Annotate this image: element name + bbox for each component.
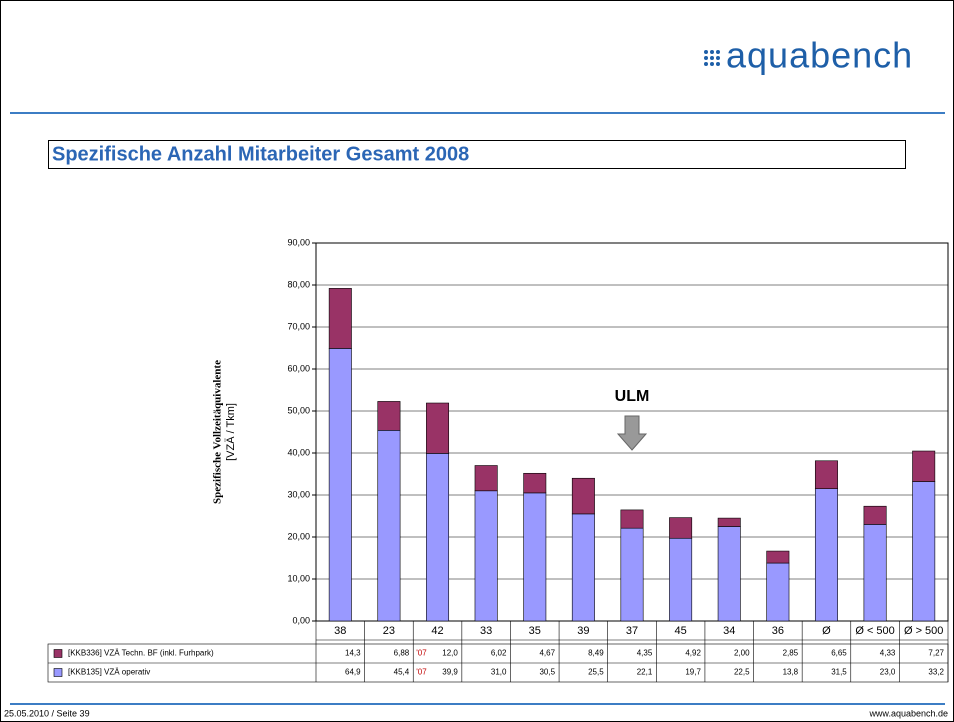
bar-segment <box>571 477 595 515</box>
logo-dots <box>704 50 720 66</box>
logo: aquabench <box>726 35 913 76</box>
bar-segment <box>523 492 547 622</box>
bar-segment <box>377 430 401 622</box>
bar-segment <box>669 537 693 622</box>
bar-segment <box>717 517 741 527</box>
x-tick-label: Ø < 500 <box>855 625 894 637</box>
y-axis-label: Spezifische Vollzeitäquivalente <box>212 360 224 504</box>
x-tick-label: Ø > 500 <box>904 625 943 637</box>
bar-segment <box>912 481 936 622</box>
bar-segment <box>328 288 352 349</box>
data-note: '07 <box>416 668 427 677</box>
data-label: 4,35 <box>637 649 653 658</box>
y-tick-label: 70,00 <box>287 321 310 331</box>
x-tick-label: 23 <box>383 625 395 637</box>
bar-segment <box>814 460 838 489</box>
annotation-arrow <box>616 415 648 451</box>
y-tick-label: 10,00 <box>287 573 310 583</box>
bar-segment <box>474 490 498 622</box>
data-label: 2,85 <box>783 649 799 658</box>
bar-segment <box>571 513 595 622</box>
x-tick-label: 39 <box>577 625 589 637</box>
data-label: 2,00 <box>734 649 750 658</box>
x-tick-label: 36 <box>772 625 784 637</box>
x-tick-label: 33 <box>480 625 492 637</box>
data-label: 39,9 <box>442 668 458 677</box>
y-tick-label: 0,00 <box>292 615 310 625</box>
footer-left: 25.05.2010 / Seite 39 <box>4 708 90 718</box>
bar-segment <box>523 472 547 494</box>
data-label: 4,92 <box>685 649 701 658</box>
y-axis-unit: [VZÄ / Tkm] <box>225 403 237 461</box>
data-label: 33,2 <box>928 668 944 677</box>
bar-segment <box>426 402 450 454</box>
data-label: 14,3 <box>345 649 361 658</box>
x-tick-label: 34 <box>723 625 735 637</box>
data-label: 6,02 <box>491 649 507 658</box>
bar-segment <box>912 450 936 482</box>
x-tick-label: 42 <box>431 625 443 637</box>
data-label: 4,67 <box>539 649 555 658</box>
bar-segment <box>620 527 644 622</box>
title-box <box>48 140 906 169</box>
bar-segment <box>474 465 498 492</box>
x-tick-label: Ø <box>822 625 831 637</box>
bar-segment <box>863 505 887 525</box>
y-tick-label: 60,00 <box>287 363 310 373</box>
x-tick-label: 35 <box>529 625 541 637</box>
legend-label: [KKB336] VZÄ Techn. BF (inkl. Furhpark) <box>68 649 214 658</box>
data-note: '07 <box>416 649 427 658</box>
bar-segment <box>814 488 838 622</box>
data-label: 23,0 <box>880 668 896 677</box>
data-label: 31,0 <box>491 668 507 677</box>
y-tick-label: 30,00 <box>287 489 310 499</box>
bar-segment <box>766 550 790 564</box>
bar-segment <box>669 517 693 539</box>
annotation: ULM <box>615 388 650 405</box>
data-label: 6,88 <box>394 649 410 658</box>
data-label: 22,5 <box>734 668 750 677</box>
bar-segment <box>766 562 790 622</box>
data-label: 6,65 <box>831 649 847 658</box>
bar-segment <box>717 526 741 622</box>
footer-right: www.aquabench.de <box>868 708 948 718</box>
y-tick-label: 40,00 <box>287 447 310 457</box>
x-tick-label: 45 <box>674 625 686 637</box>
data-label: 7,27 <box>928 649 944 658</box>
bar-segment <box>620 509 644 529</box>
data-label: 45,4 <box>394 668 410 677</box>
data-label: 25,5 <box>588 668 604 677</box>
bar-segment <box>328 348 352 622</box>
x-tick-label: 37 <box>626 625 638 637</box>
data-label: 8,49 <box>588 649 604 658</box>
chart-title: Spezifische Anzahl Mitarbeiter Gesamt 20… <box>52 143 469 165</box>
y-tick-label: 90,00 <box>287 237 310 247</box>
bar-segment <box>426 453 450 622</box>
y-tick-label: 50,00 <box>287 405 310 415</box>
data-label: 64,9 <box>345 668 361 677</box>
data-label: 22,1 <box>637 668 653 677</box>
data-label: 12,0 <box>442 649 458 658</box>
data-label: 19,7 <box>685 668 701 677</box>
data-label: 31,5 <box>831 668 847 677</box>
data-label: 13,8 <box>783 668 799 677</box>
legend-swatch <box>53 668 63 677</box>
y-tick-label: 20,00 <box>287 531 310 541</box>
data-label: 30,5 <box>539 668 555 677</box>
bar-segment <box>863 524 887 622</box>
data-label: 4,33 <box>880 649 896 658</box>
x-tick-label: 38 <box>334 625 346 637</box>
y-tick-label: 80,00 <box>287 279 310 289</box>
bar-segment <box>377 401 401 431</box>
legend-label: [KKB135] VZÄ operativ <box>68 668 150 677</box>
legend-swatch <box>53 649 63 658</box>
